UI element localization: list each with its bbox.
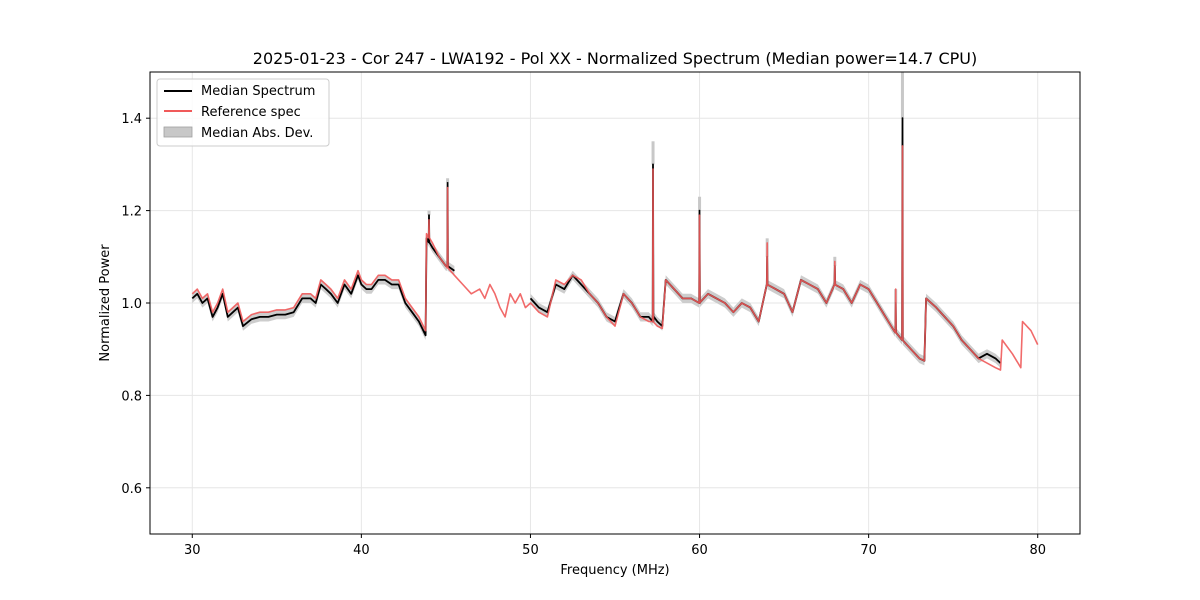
reference-spec-line <box>191 145 1039 371</box>
legend: Median Spectrum Reference spec Median Ab… <box>156 78 330 147</box>
x-tick-label: 80 <box>1029 543 1046 558</box>
x-tick-label: 70 <box>860 543 877 558</box>
y-axis-ticks: 0.6 0.8 1.0 1.2 1.4 <box>121 112 150 497</box>
legend-swatch-median-abs-dev <box>163 126 193 138</box>
legend-label-median-abs-dev: Median Abs. Dev. <box>201 126 313 141</box>
y-tick-label: 1.2 <box>121 205 142 220</box>
legend-label-reference-spec: Reference spec <box>201 105 301 120</box>
y-tick-label: 1.4 <box>121 112 142 127</box>
y-tick-label: 0.8 <box>121 389 142 404</box>
legend-box <box>156 78 330 147</box>
chart-title: 2025-01-23 - Cor 247 - LWA192 - Pol XX -… <box>253 49 977 68</box>
x-tick-label: 60 <box>691 543 708 558</box>
legend-label-median-spectrum: Median Spectrum <box>201 84 315 99</box>
x-tick-label: 50 <box>522 543 539 558</box>
x-axis-label: Frequency (MHz) <box>560 563 669 578</box>
x-tick-label: 30 <box>184 543 201 558</box>
y-axis-label: Normalized Power <box>98 244 113 362</box>
y-tick-label: 0.6 <box>121 482 142 497</box>
y-tick-label: 1.0 <box>121 297 142 312</box>
reference-spec-series <box>191 145 1039 371</box>
x-tick-label: 40 <box>353 543 370 558</box>
x-axis-ticks: 30 40 50 60 70 80 <box>184 534 1046 558</box>
